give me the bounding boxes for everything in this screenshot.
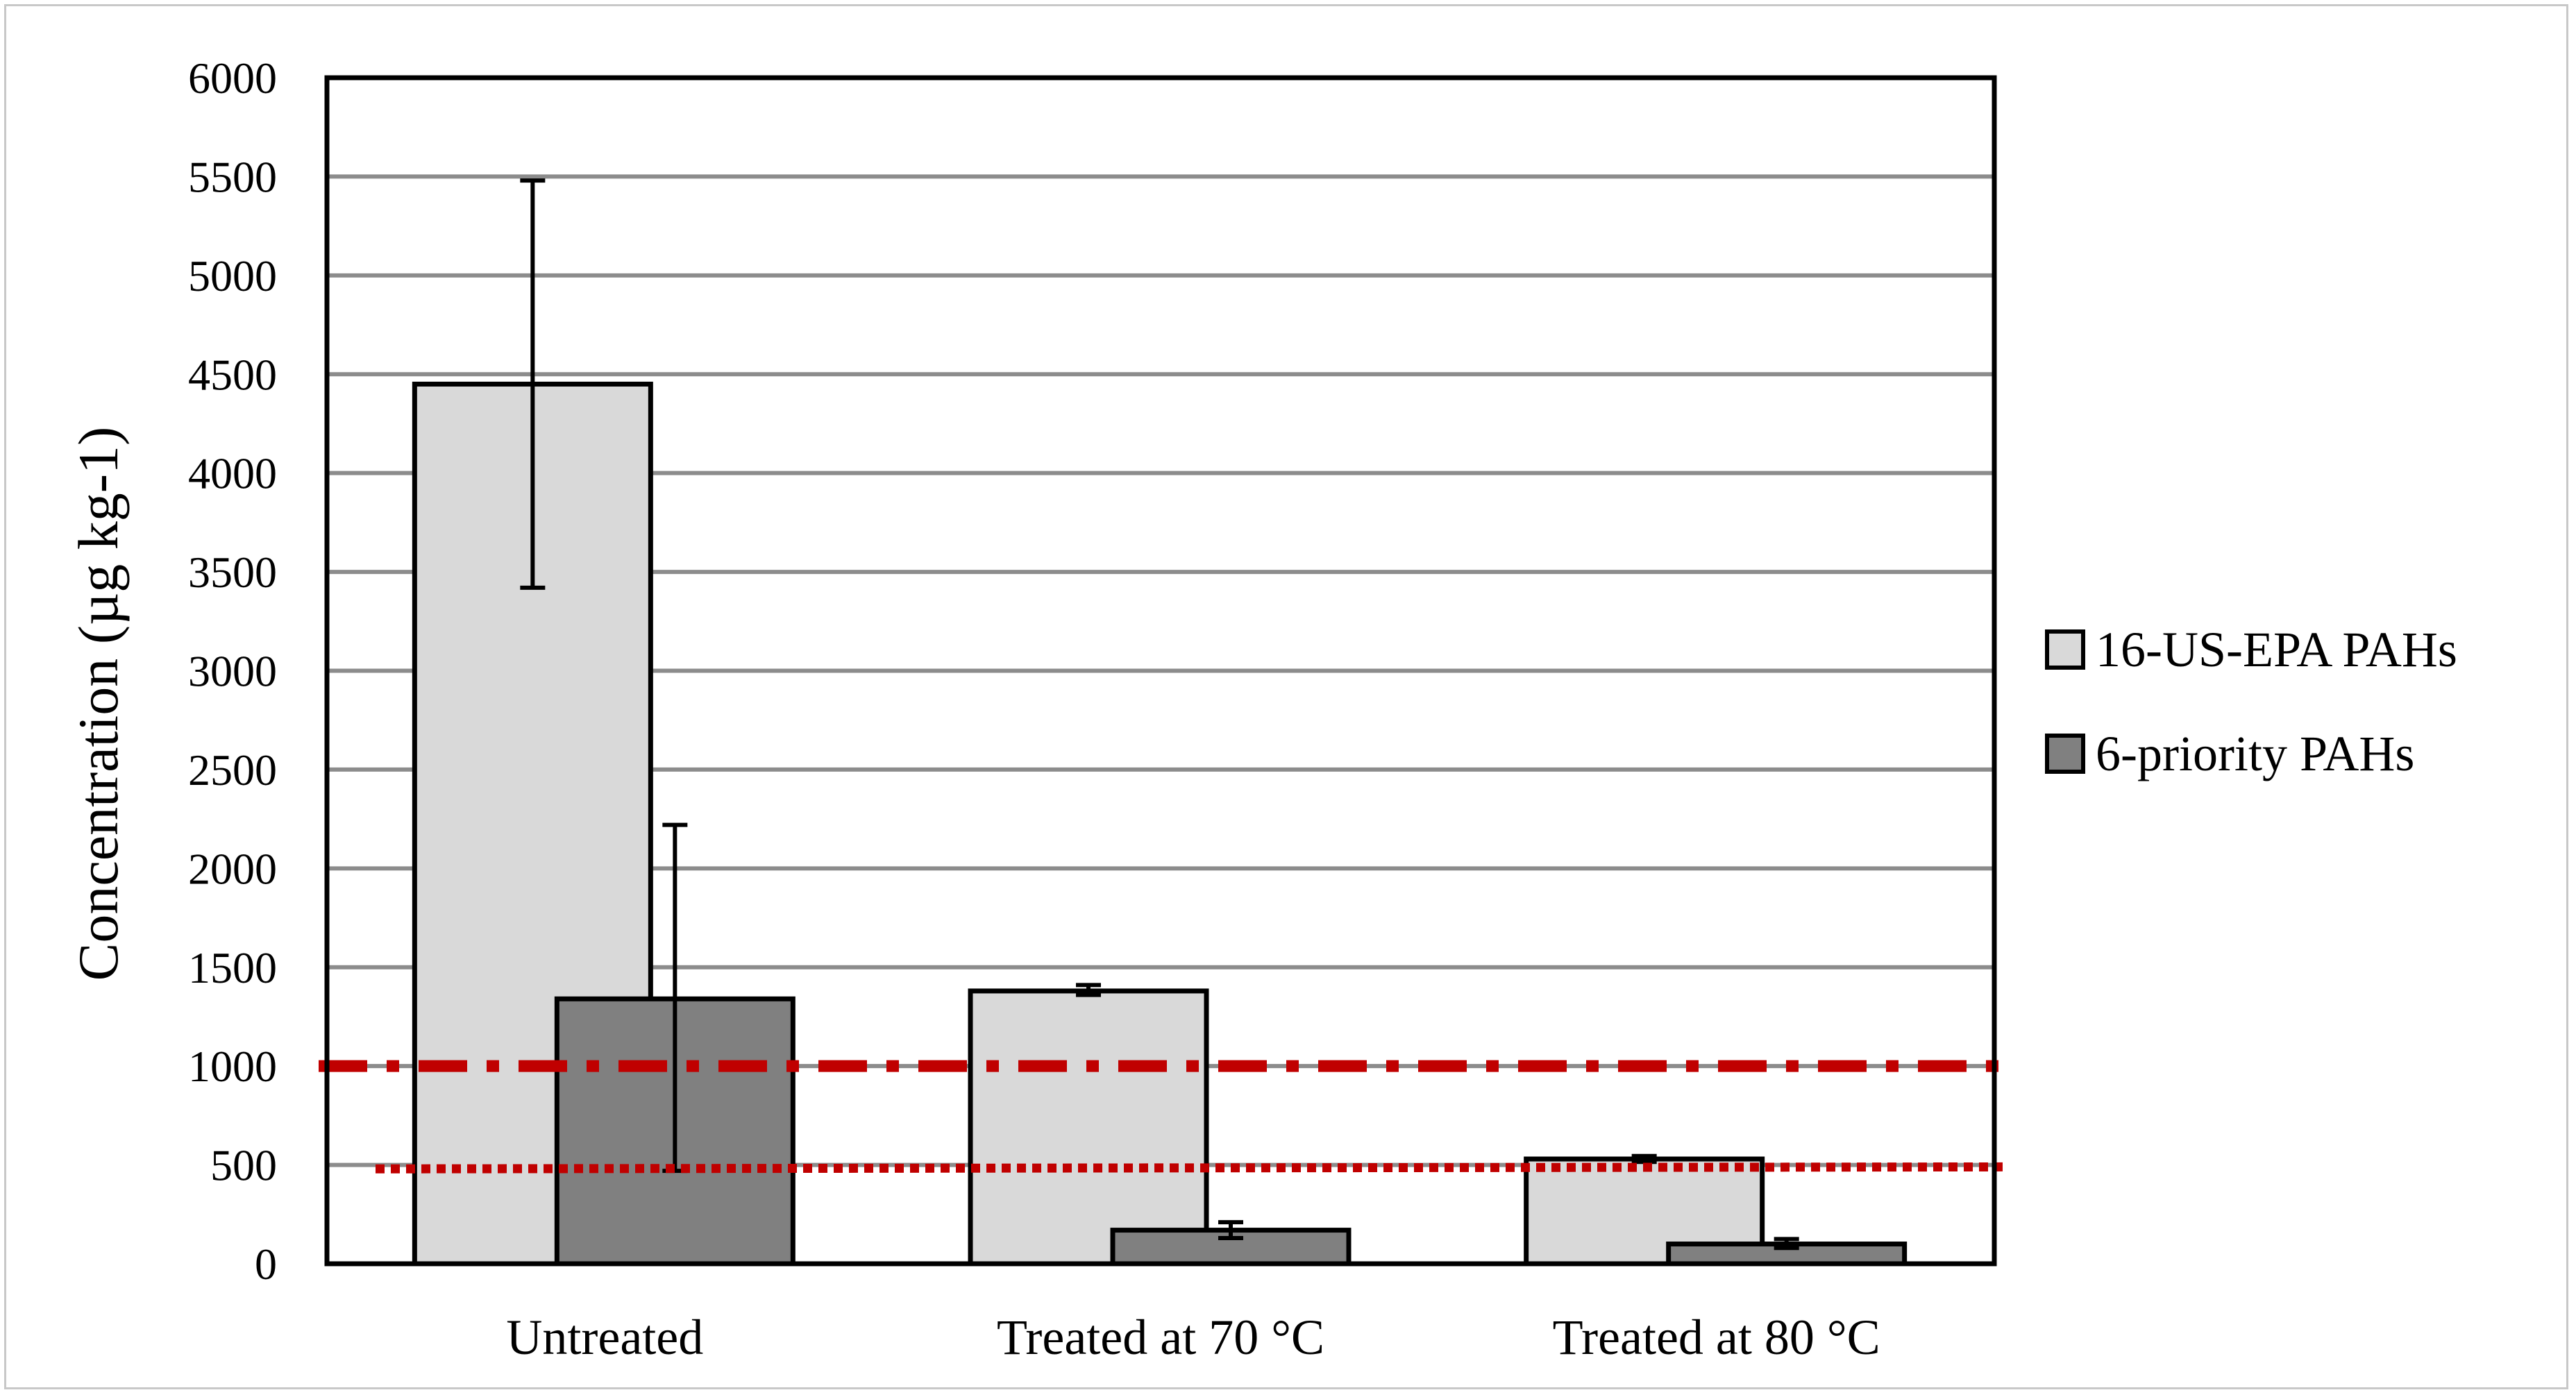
y-tick-label: 500 [210, 1141, 277, 1190]
y-tick-label: 1000 [188, 1042, 277, 1091]
legend-label: 6-priority PAHs [2096, 726, 2414, 781]
reference-lines [319, 1060, 2003, 1174]
y-tick-label: 6000 [188, 53, 277, 103]
legend-swatch [2045, 734, 2085, 774]
x-category-label: Treated at 70 °C [997, 1310, 1324, 1365]
y-tick-label: 4500 [188, 350, 277, 399]
x-axis-category-labels: Untreated Treated at 70 °C Treated at 80 °… [506, 1310, 1880, 1365]
y-axis-tick-labels: 0 500 1000 1500 2000 2500 3000 3500 4000 4500 5000… [188, 53, 277, 1289]
y-tick-label: 5500 [188, 152, 277, 201]
chart-frame: 0 500 1000 1500 2000 2500 3000 3500 4000 4500 5000… [4, 4, 2568, 1389]
y-tick-label: 4000 [188, 449, 277, 498]
legend: 16-US-EPA PAHs 6-priority PAHs [2045, 622, 2457, 781]
y-tick-label: 3500 [188, 548, 277, 597]
reference-line-dotted [375, 1162, 2003, 1174]
y-tick-label: 3000 [188, 647, 277, 696]
y-tick-label: 2000 [188, 844, 277, 893]
y-axis-title: Concentration (µg kg-1) [67, 427, 130, 981]
y-tick-label: 0 [255, 1239, 277, 1289]
legend-swatch [2045, 629, 2085, 670]
bar-chart: 0 500 1000 1500 2000 2500 3000 3500 4000 4500 5000… [67, 53, 2457, 1365]
bar [968, 988, 1209, 1267]
y-tick-label: 5000 [188, 251, 277, 300]
plot-area-border [324, 75, 1997, 1267]
x-category-label: Treated at 80 °C [1553, 1310, 1880, 1365]
x-category-label: Untreated [506, 1310, 703, 1365]
y-tick-label: 2500 [188, 745, 277, 795]
legend-label: 16-US-EPA PAHs [2096, 622, 2457, 677]
bars [412, 381, 1908, 1267]
y-tick-label: 1500 [188, 943, 277, 992]
